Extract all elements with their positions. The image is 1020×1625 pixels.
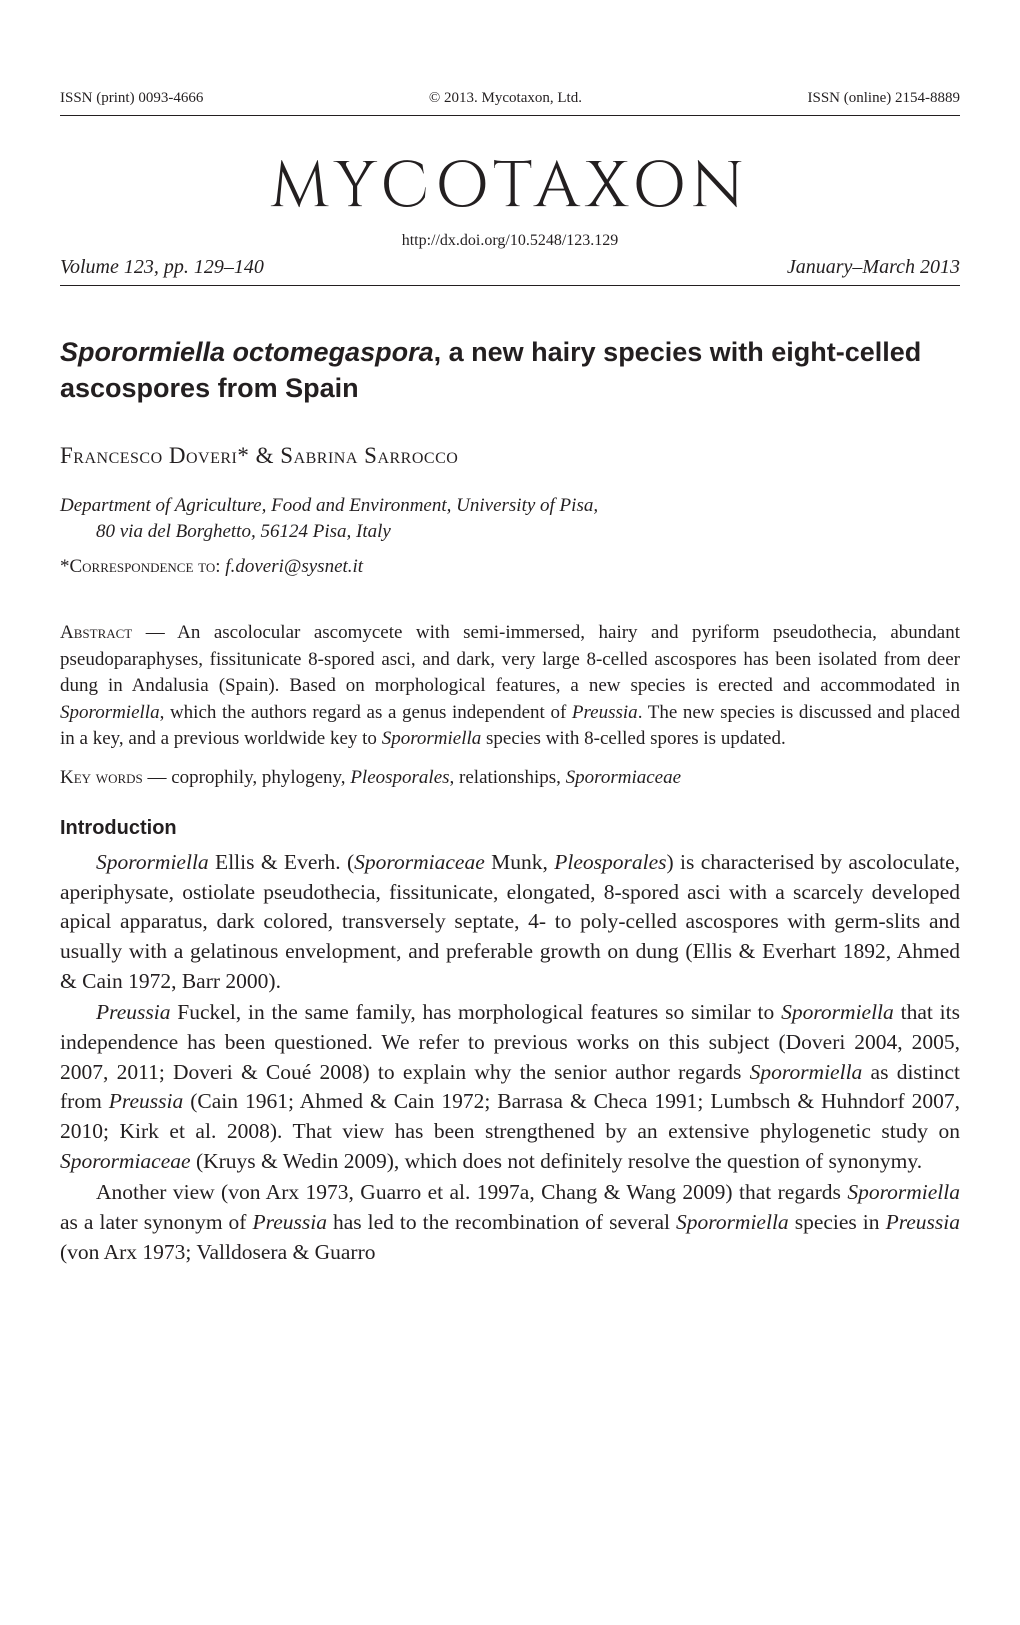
p3-t1: Another view (von Arx 1973, Guarro et al… [96, 1180, 847, 1204]
affiliation: Department of Agriculture, Food and Envi… [60, 493, 960, 546]
copyright: © 2013. Mycotaxon, Ltd. [429, 90, 582, 107]
affiliation-line2: 80 via del Borghetto, 56124 Pisa, Italy [60, 519, 960, 546]
keywords-term2: Sporormiaceae [566, 767, 681, 788]
header-rule [60, 115, 960, 116]
p3-i3: Sporormiella [676, 1210, 789, 1234]
abstract-t1: An ascolocular ascomycete with semi-imme… [60, 622, 960, 696]
authors: Francesco Doveri* & Sabrina Sarrocco [60, 443, 960, 469]
p3-t4: species in [789, 1210, 886, 1234]
keywords-label: Key words [60, 767, 143, 788]
corr-prefix: * [60, 556, 70, 577]
affiliation-line1: Department of Agriculture, Food and Envi… [60, 493, 960, 520]
p2-i4: Preussia [109, 1089, 183, 1113]
keywords: Key words — coprophily, phylogeny, Pleos… [60, 767, 960, 789]
abstract-dash: — [132, 622, 177, 643]
p3-t5: (von Arx 1973; Valldosera & Guarro [60, 1240, 375, 1264]
keywords-t2: , relationships, [450, 767, 566, 788]
issue-date: January–March 2013 [787, 256, 960, 279]
p2-t5: (Kruys & Wedin 2009), which does not def… [191, 1149, 923, 1173]
title-species: Sporormiella octomegaspora [60, 337, 434, 367]
p3-i4: Preussia [886, 1210, 960, 1234]
volume-row: Volume 123, pp. 129–140 January–March 20… [60, 256, 960, 279]
p2-i1: Preussia [96, 1000, 170, 1024]
keywords-term1: Pleosporales [350, 767, 449, 788]
p1-i2: Sporormiaceae [354, 850, 485, 874]
correspondence: *Correspondence to: f.doveri@sysnet.it [60, 556, 960, 578]
volume-info: Volume 123, pp. 129–140 [60, 256, 264, 279]
p3-t3: has led to the recombination of several [327, 1210, 676, 1234]
p3-t2: as a later synonym of [60, 1210, 253, 1234]
p1-i3: Pleosporales [554, 850, 666, 874]
introduction-heading: Introduction [60, 817, 960, 840]
abstract-g1: Sporormiella [60, 702, 160, 723]
doi-link[interactable]: http://dx.doi.org/10.5248/123.129 [60, 232, 960, 250]
p2-i3: Sporormiella [750, 1060, 863, 1084]
p2-t1: Fuckel, in the same family, has morpholo… [170, 1000, 781, 1024]
issn-print: ISSN (print) 0093-4666 [60, 90, 203, 107]
abstract-t4: species with 8-celled spores is updated. [481, 728, 785, 749]
para-3: Another view (von Arx 1973, Guarro et al… [60, 1178, 960, 1267]
p3-i2: Preussia [253, 1210, 327, 1234]
p1-i1: Sporormiella [96, 850, 209, 874]
header-row: ISSN (print) 0093-4666 © 2013. Mycotaxon… [60, 90, 960, 107]
article-title: Sporormiella octomegaspora, a new hairy … [60, 334, 960, 407]
volume-rule [60, 285, 960, 286]
p2-i2: Sporormiella [781, 1000, 894, 1024]
keywords-dash: — [143, 767, 172, 788]
issn-online: ISSN (online) 2154-8889 [808, 90, 961, 107]
abstract-g2: Preussia [572, 702, 638, 723]
journal-title: MYCOTAXON [60, 144, 960, 230]
para-2: Preussia Fuckel, in the same family, has… [60, 998, 960, 1176]
corr-label: Correspondence to: [70, 556, 226, 577]
abstract-t2: , which the authors regard as a genus in… [160, 702, 572, 723]
p1-t1: Ellis & Everh. ( [209, 850, 354, 874]
para-1: Sporormiella Ellis & Everh. (Sporormiace… [60, 848, 960, 996]
p3-i1: Sporormiella [847, 1180, 960, 1204]
corr-email[interactable]: f.doveri@sysnet.it [225, 556, 363, 577]
keywords-t1: coprophily, phylogeny, [171, 767, 350, 788]
abstract-label: Abstract [60, 622, 132, 643]
p2-t4: (Cain 1961; Ahmed & Cain 1972; Barrasa &… [60, 1089, 960, 1143]
p2-i5: Sporormiaceae [60, 1149, 191, 1173]
abstract: Abstract — An ascolocular ascomycete wit… [60, 620, 960, 753]
p1-t2: Munk, [485, 850, 554, 874]
abstract-g3: Sporormiella [382, 728, 482, 749]
